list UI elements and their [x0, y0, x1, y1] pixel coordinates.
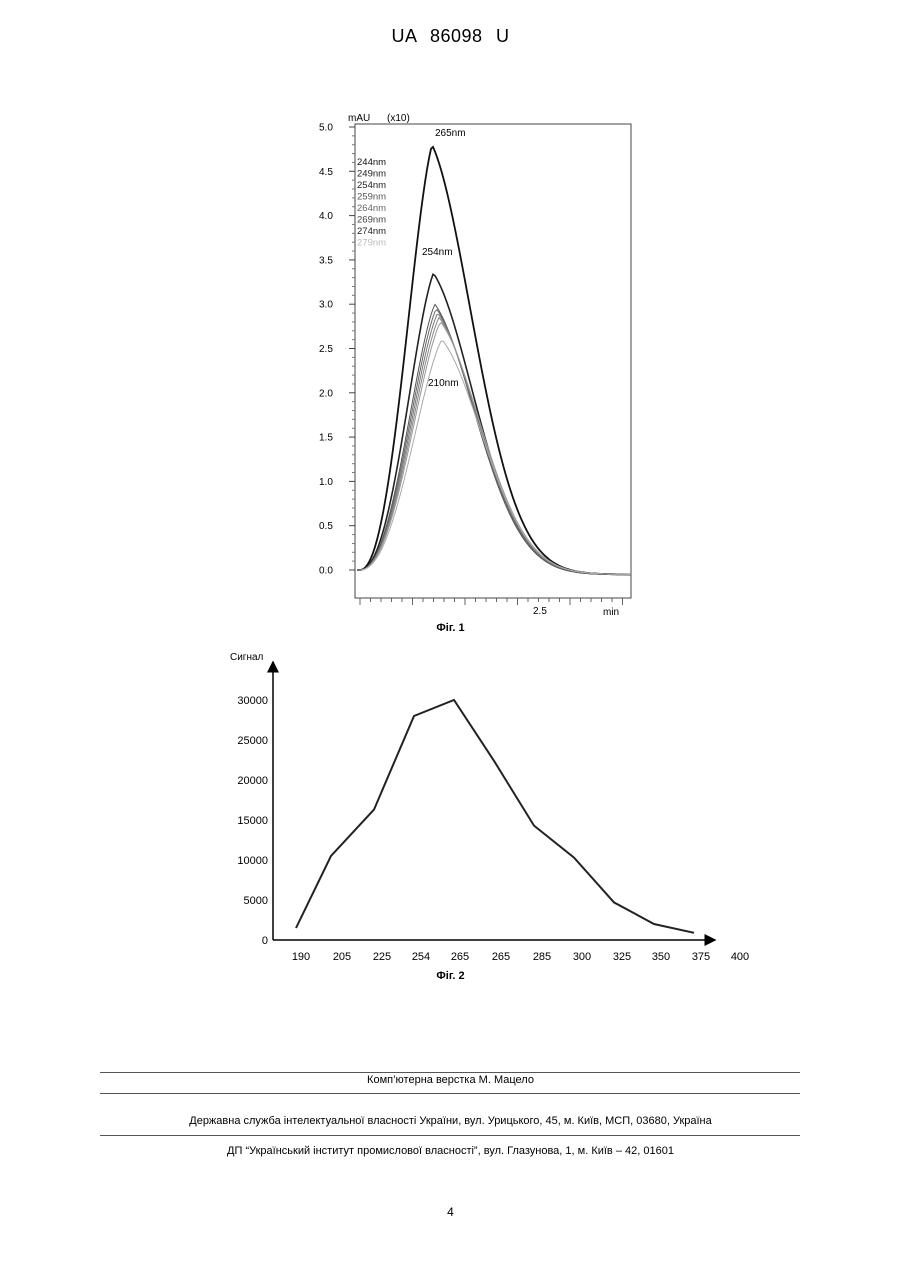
chromatogram-trace — [357, 316, 631, 575]
y-tick-label: 1.0 — [319, 477, 333, 488]
x-tick-label: 300 — [573, 951, 591, 963]
y-tick-label: 1.5 — [319, 433, 333, 444]
y-tick-label: 3.5 — [319, 255, 333, 266]
y-axis-scale: (x10) — [387, 113, 410, 124]
x-tick-label: 350 — [652, 951, 670, 963]
y-tick-label: 20000 — [237, 775, 268, 787]
page-number: 4 — [447, 1205, 454, 1219]
annotation-265nm: 265nm — [435, 128, 466, 139]
legend-entry: 269nm — [357, 215, 386, 226]
footer-agency: Державна служба інтелектуальної власност… — [189, 1115, 712, 1127]
x-tick-label: 190 — [292, 951, 310, 963]
legend-entry: 279nm — [357, 238, 386, 249]
x-tick-label: 325 — [613, 951, 631, 963]
x-tick-label: 285 — [533, 951, 551, 963]
x-tick-label: 375 — [692, 951, 710, 963]
legend-entry: 264nm — [357, 203, 386, 214]
chromatogram-trace — [357, 273, 631, 576]
chromatogram-trace — [357, 145, 631, 576]
legend-entry: 274nm — [357, 226, 386, 237]
footer-institute: ДП “Український інститут промислової вла… — [227, 1145, 674, 1157]
y-tick-label: 0.5 — [319, 521, 333, 532]
figure-2-caption: Фіг. 2 — [436, 970, 465, 982]
legend-entry: 244nm — [357, 157, 386, 168]
x-tick-label: 265 — [451, 951, 469, 963]
y-axis-label: mAU — [348, 113, 370, 124]
footer-typesetter: Комп’ютерна верстка М. Мацело — [367, 1074, 534, 1086]
footer-divider — [100, 1093, 800, 1094]
x-tick-label: 254 — [412, 951, 430, 963]
y-tick-label: 0 — [262, 935, 268, 947]
chromatogram-trace — [357, 308, 631, 575]
chromatogram-trace — [357, 340, 631, 575]
y-tick-label: 0.0 — [319, 566, 333, 577]
annotation-254nm: 254nm — [422, 247, 453, 258]
footer-divider — [100, 1135, 800, 1136]
document-id: UA 86098 U — [391, 26, 510, 46]
x-tick-label: 400 — [731, 951, 749, 963]
y-tick-label: 2.0 — [319, 388, 333, 399]
y-tick-label: 15000 — [237, 815, 268, 827]
y-tick-label: 25000 — [237, 735, 268, 747]
figure-1-caption: Фіг. 1 — [436, 622, 465, 634]
y-axis-label: Сигнал — [230, 652, 264, 663]
legend-entry: 259nm — [357, 192, 386, 203]
chromatogram-trace — [357, 321, 631, 575]
chromatogram-trace — [357, 313, 631, 575]
footer-divider — [100, 1072, 800, 1073]
y-tick-label: 30000 — [237, 695, 268, 707]
figure-1-chromatogram: 0.0 0.5 1.0 1.5 2.0 2.5 3.0 3.5 4.0 4.5 5.0 2.5 244… — [319, 113, 632, 618]
y-tick-label: 4.5 — [319, 167, 333, 178]
figure-2-signal-chart: Сигнал 0 5000 10000 15000 20000 25000 30000 19… — [230, 652, 749, 963]
x-tick-label: 2.5 — [533, 606, 547, 617]
x-axis-label: min — [603, 607, 619, 618]
y-tick-label: 10000 — [237, 855, 268, 867]
y-tick-label: 3.0 — [319, 300, 333, 311]
y-tick-label: 5000 — [244, 895, 268, 907]
legend-entry: 249nm — [357, 169, 386, 180]
chromatogram-trace — [357, 303, 631, 575]
y-tick-label: 4.0 — [319, 211, 333, 222]
signal-line — [295, 698, 695, 934]
x-tick-label: 205 — [333, 951, 351, 963]
legend-entry: 254nm — [357, 180, 386, 191]
plot-frame — [354, 123, 632, 599]
x-tick-label: 225 — [373, 951, 391, 963]
x-tick-label: 265 — [492, 951, 510, 963]
y-tick-label: 5.0 — [319, 123, 333, 134]
annotation-210nm: 210nm — [428, 378, 459, 389]
y-tick-label: 2.5 — [319, 344, 333, 355]
